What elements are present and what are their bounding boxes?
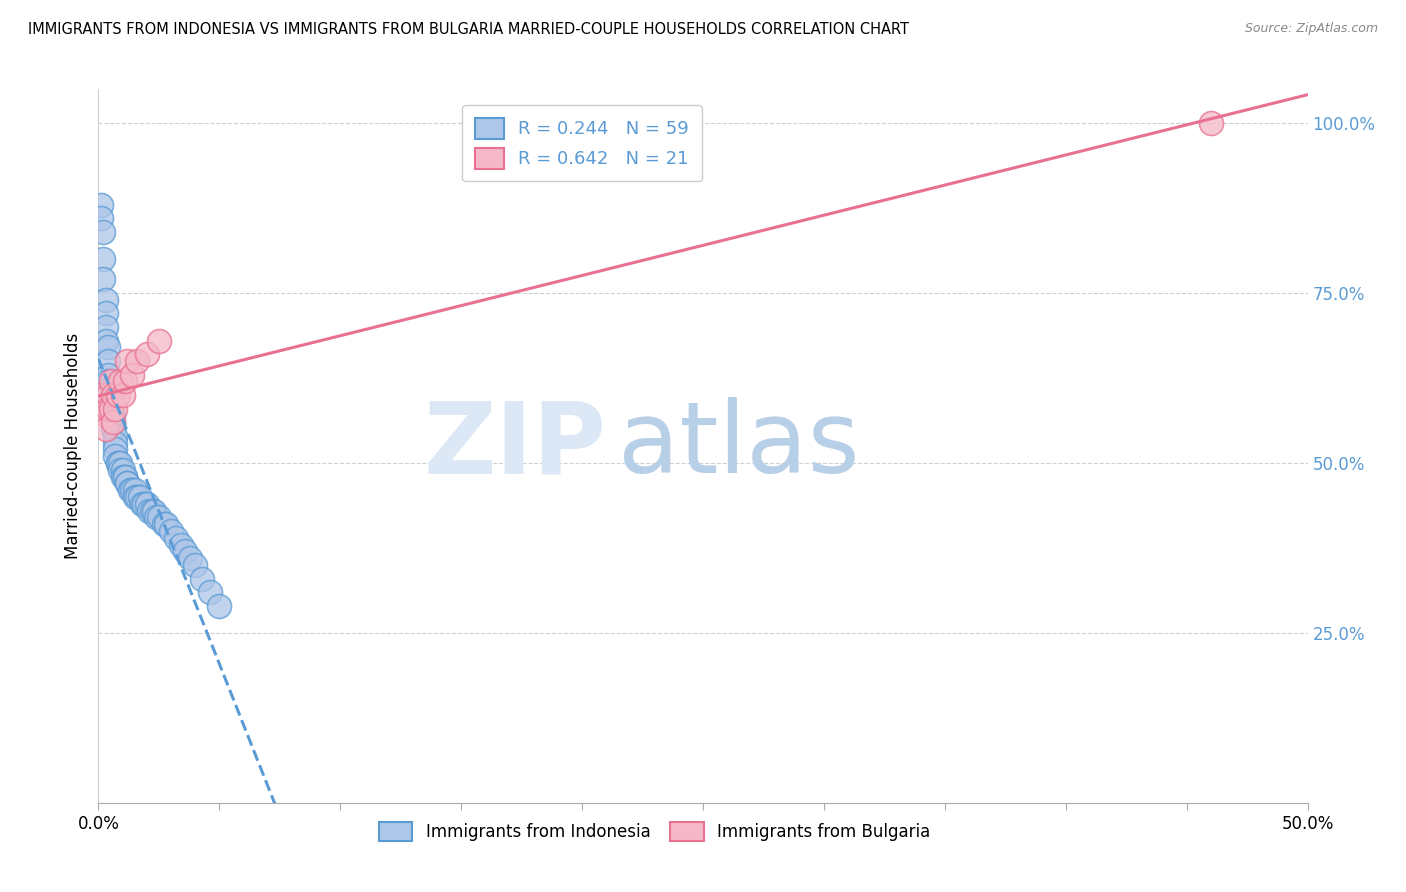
Point xyxy=(108,456,131,470)
Point xyxy=(111,463,134,477)
Point xyxy=(94,422,117,436)
Point xyxy=(104,435,127,450)
Point xyxy=(100,381,122,395)
Point xyxy=(127,490,149,504)
Point xyxy=(117,476,139,491)
Point xyxy=(111,388,134,402)
Point xyxy=(101,409,124,423)
Point xyxy=(165,531,187,545)
Point xyxy=(121,483,143,498)
Legend: Immigrants from Indonesia, Immigrants from Bulgaria: Immigrants from Indonesia, Immigrants fr… xyxy=(373,815,936,848)
Point xyxy=(90,198,112,212)
Point xyxy=(111,469,134,483)
Point xyxy=(117,476,139,491)
Point xyxy=(124,490,146,504)
Point xyxy=(101,415,124,429)
Point xyxy=(128,490,150,504)
Text: atlas: atlas xyxy=(619,398,860,494)
Y-axis label: Married-couple Households: Married-couple Households xyxy=(65,333,83,559)
Point xyxy=(97,341,120,355)
Point xyxy=(124,483,146,498)
Point xyxy=(107,456,129,470)
Point xyxy=(143,503,166,517)
Point xyxy=(97,388,120,402)
Point xyxy=(148,510,170,524)
Point xyxy=(135,497,157,511)
Point xyxy=(152,517,174,532)
Point xyxy=(101,415,124,429)
Point xyxy=(100,401,122,416)
Point xyxy=(97,354,120,368)
Point xyxy=(101,388,124,402)
Point xyxy=(114,375,136,389)
Point xyxy=(118,483,141,498)
Point xyxy=(108,375,131,389)
Point xyxy=(141,503,163,517)
Point xyxy=(104,449,127,463)
Text: Source: ZipAtlas.com: Source: ZipAtlas.com xyxy=(1244,22,1378,36)
Point xyxy=(114,469,136,483)
Point xyxy=(191,572,214,586)
Point xyxy=(121,368,143,382)
Point xyxy=(100,401,122,416)
Point xyxy=(94,293,117,307)
Point xyxy=(94,306,117,320)
Point xyxy=(104,401,127,416)
Point xyxy=(91,225,114,239)
Point xyxy=(101,422,124,436)
Point xyxy=(131,497,153,511)
Point xyxy=(160,524,183,538)
Point xyxy=(94,409,117,423)
Point xyxy=(169,537,191,551)
Point xyxy=(100,394,122,409)
Text: IMMIGRANTS FROM INDONESIA VS IMMIGRANTS FROM BULGARIA MARRIED-COUPLE HOUSEHOLDS : IMMIGRANTS FROM INDONESIA VS IMMIGRANTS … xyxy=(28,22,910,37)
Point xyxy=(155,517,177,532)
Point xyxy=(138,503,160,517)
Point xyxy=(179,551,201,566)
Point xyxy=(94,334,117,348)
Point xyxy=(91,252,114,266)
Point xyxy=(114,469,136,483)
Point xyxy=(91,401,114,416)
Point xyxy=(107,456,129,470)
Point xyxy=(148,334,170,348)
Point xyxy=(90,211,112,226)
Point xyxy=(104,442,127,457)
Point xyxy=(1199,116,1222,130)
Point xyxy=(97,368,120,382)
Point xyxy=(174,544,197,558)
Point xyxy=(90,388,112,402)
Point xyxy=(104,429,127,443)
Point xyxy=(134,497,156,511)
Point xyxy=(208,599,231,613)
Point xyxy=(117,354,139,368)
Point xyxy=(100,388,122,402)
Point xyxy=(97,375,120,389)
Point xyxy=(135,347,157,361)
Point xyxy=(91,272,114,286)
Point xyxy=(198,585,221,599)
Point xyxy=(100,375,122,389)
Point xyxy=(145,510,167,524)
Point xyxy=(97,401,120,416)
Point xyxy=(94,320,117,334)
Point xyxy=(127,354,149,368)
Point xyxy=(184,558,207,572)
Text: ZIP: ZIP xyxy=(423,398,606,494)
Point xyxy=(107,388,129,402)
Point xyxy=(108,463,131,477)
